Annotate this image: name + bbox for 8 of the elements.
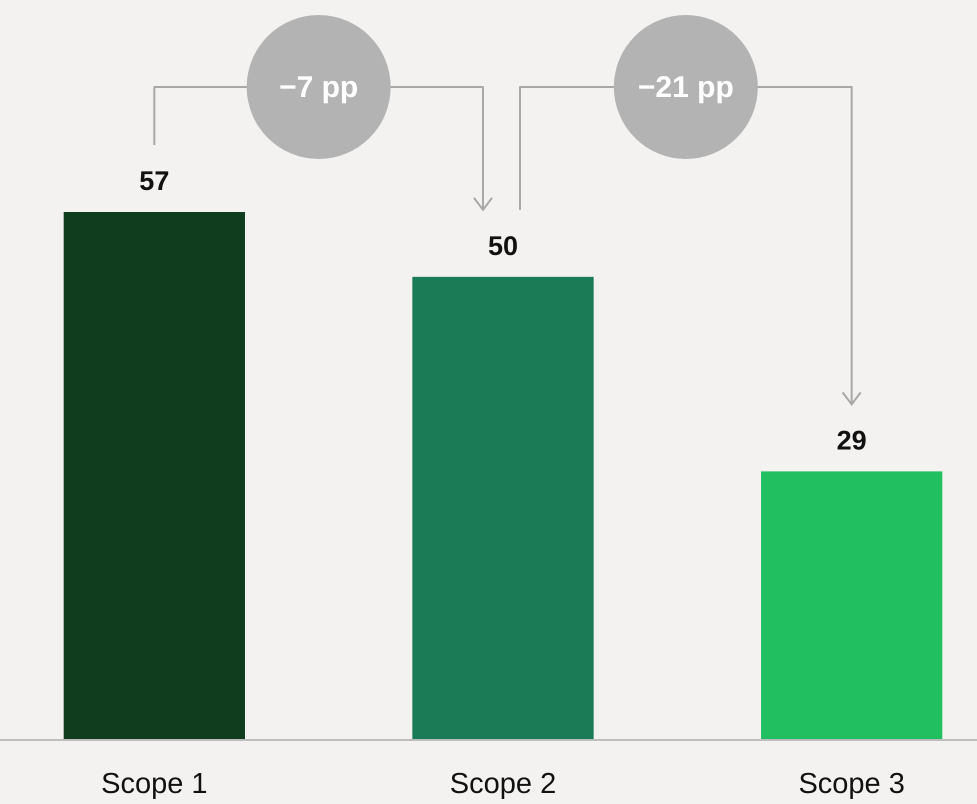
text: −7 pp bbox=[279, 71, 358, 104]
text: −21 pp bbox=[638, 71, 734, 104]
data-label: 57 bbox=[139, 166, 170, 196]
data-label: 29 bbox=[836, 425, 867, 456]
data-label: 50 bbox=[488, 230, 518, 261]
x-tick-label: Scope 3 bbox=[798, 768, 905, 800]
x-tick-label: Scope 1 bbox=[101, 768, 208, 800]
x-tick-label: Scope 2 bbox=[450, 768, 556, 800]
